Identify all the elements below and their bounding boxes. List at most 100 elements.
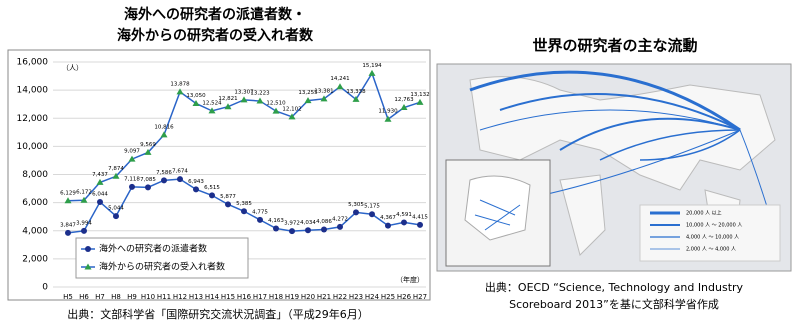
data-label: 10,816 [154,124,174,130]
marker [417,221,423,228]
map-legend-label: 10,000 人 ～ 20,000 人 [686,223,742,229]
x-tick-label: H11 [157,293,171,301]
legend-marker [85,246,91,252]
y-tick-label: 8,000 [22,170,48,180]
marker [161,177,167,184]
data-label: 4,163 [268,218,284,224]
x-tick-label: H15 [221,293,235,301]
x-tick-label: H10 [141,293,155,301]
marker [337,223,343,230]
y-tick-label: 12,000 [17,114,49,124]
data-label: 12,102 [282,106,301,112]
marker [160,131,168,138]
marker [320,95,328,102]
data-label: 6,515 [204,185,220,191]
x-tick-label: H9 [127,293,137,301]
data-label: 7,586 [156,170,172,176]
data-label: 15,194 [362,63,382,69]
x-tick-label: H13 [189,293,203,301]
data-label: 13,132 [410,92,429,98]
marker [80,196,88,203]
marker [208,107,216,114]
data-label: 5,305 [348,202,364,208]
x-tick-label: H5 [63,293,73,301]
y-tick-label: 10,000 [17,142,49,152]
marker [192,99,200,106]
x-unit: （年度） [396,275,424,284]
marker [368,69,376,76]
marker [272,107,280,114]
marker [193,186,199,193]
data-label: 13,050 [186,93,206,99]
data-label: 3,994 [76,220,92,226]
x-tick-label: H20 [301,293,315,301]
marker [352,95,360,102]
data-label: 4,086 [316,219,332,225]
marker [225,201,231,208]
data-label: 14,241 [330,76,349,82]
data-label: 4,415 [412,214,428,220]
x-tick-label: H27 [413,293,427,301]
data-label: 4,272 [332,216,348,222]
chart-subtitle: 海外からの研究者の受入れ者数 [117,27,314,44]
marker [288,113,296,120]
data-label: 4,775 [252,209,268,215]
data-label: 12,763 [394,97,414,103]
y-tick-label: 2,000 [22,254,48,264]
marker [401,219,407,226]
marker [321,226,327,233]
marker [336,83,344,90]
marker [145,184,151,191]
marker [289,228,295,235]
y-tick-label: 16,000 [17,58,49,68]
data-label: 13,255 [298,90,318,96]
data-label: 13,878 [170,81,190,87]
map-title: 世界の研究者の主な流動 [532,37,697,55]
x-tick-label: H12 [173,293,187,301]
map-source: 出典：OECD “Science, Technology and Industr… [485,280,744,294]
map [436,63,792,272]
marker [353,209,359,216]
data-label: 4,034 [300,220,316,226]
y-tick-label: 4,000 [22,226,48,236]
marker [96,178,104,185]
marker [64,197,72,204]
marker [273,225,279,232]
x-tick-label: H18 [269,293,283,301]
marker [144,148,152,155]
marker [240,96,248,103]
x-tick-label: H22 [333,293,347,301]
marker [112,172,120,179]
marker [400,104,408,111]
data-label: 5,877 [220,194,236,200]
marker [97,199,103,206]
marker [305,227,311,234]
map-source: Scoreboard 2013”を基に文部科学省作成 [509,297,719,311]
marker [81,227,87,234]
marker [416,98,424,105]
marker [177,176,183,183]
marker [384,115,392,122]
data-label: 3,847 [60,222,76,228]
chart-title: 海外への研究者の派遣者数・ [124,6,306,23]
marker [129,183,135,190]
x-tick-label: H19 [285,293,299,301]
x-tick-label: H21 [317,293,331,301]
x-tick-label: H6 [79,293,89,301]
data-label: 6,044 [92,192,108,198]
marker [257,216,263,223]
y-tick-label: 14,000 [17,86,49,96]
data-label: 6,129 [60,190,76,196]
data-label: 7,874 [108,166,124,172]
x-tick-label: H26 [397,293,412,301]
marker [128,155,136,162]
y-tick-label: 0 [42,283,48,293]
x-tick-label: H23 [349,293,363,301]
data-label: 5,044 [108,206,124,212]
marker [369,211,375,218]
map-legend-label: 20,000 人 以上 [686,210,722,217]
marker [176,88,184,95]
data-label: 4,367 [380,215,396,221]
chart-frame [7,49,431,301]
